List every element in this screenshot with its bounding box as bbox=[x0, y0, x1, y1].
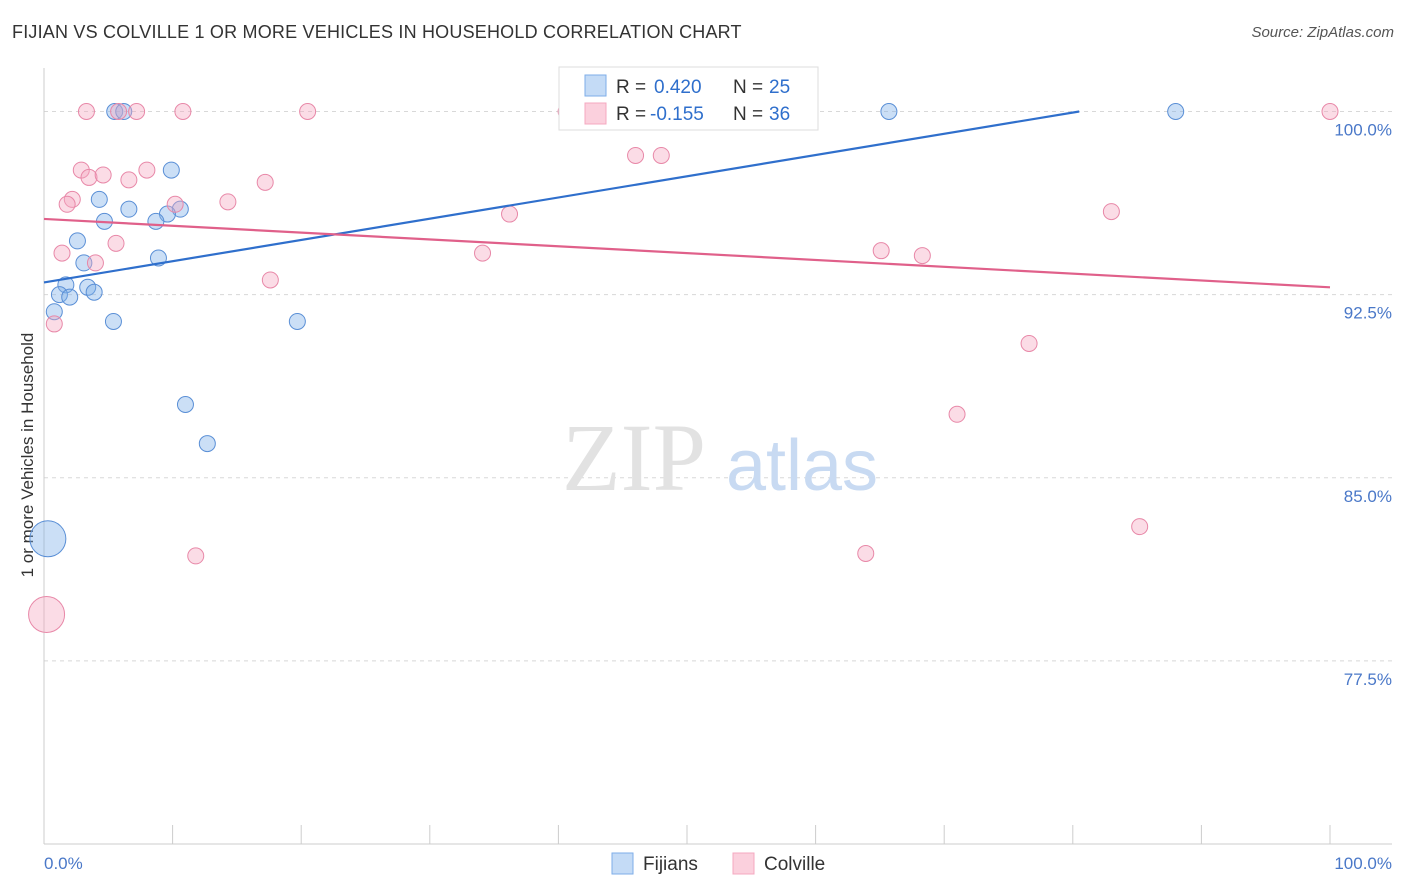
colville-point-23 bbox=[872, 242, 890, 260]
bottom-legend-label-colville: Colville bbox=[764, 854, 825, 875]
data-points bbox=[28, 103, 1339, 633]
fijians-point-24 bbox=[29, 520, 67, 558]
watermark: ZIP atlas bbox=[562, 404, 878, 511]
colville-point-26 bbox=[261, 271, 279, 289]
colville-point-28 bbox=[1020, 334, 1038, 352]
y-tick-label-2: 85.0% bbox=[1344, 487, 1392, 506]
colville-point-35 bbox=[77, 103, 95, 121]
legend-n-value-fijians: 25 bbox=[769, 77, 790, 98]
legend-r-label-colville: R = bbox=[616, 104, 646, 125]
legend-swatch-fijians bbox=[584, 74, 607, 97]
colville-point-30 bbox=[1131, 518, 1149, 536]
fijians-point-1 bbox=[115, 103, 133, 121]
colville-point-11 bbox=[94, 166, 112, 184]
fijians-point-21 bbox=[288, 312, 306, 330]
colville-point-14 bbox=[63, 190, 81, 208]
stats-legend: R = 0.420 N = 25 R = -0.155 N = 36 bbox=[558, 66, 819, 131]
fijians-point-17 bbox=[61, 288, 79, 306]
watermark-atlas: atlas bbox=[726, 426, 878, 506]
axes bbox=[43, 68, 1392, 845]
grid-lines bbox=[44, 111, 1392, 662]
y-tick-labels: 100.0% 92.5% 85.0% 77.5% bbox=[1334, 121, 1392, 689]
colville-point-34 bbox=[299, 103, 317, 121]
fijians-point-18 bbox=[85, 283, 103, 301]
y-axis-title: 1 or more Vehicles in Household bbox=[18, 333, 37, 578]
fijians-point-3 bbox=[1167, 103, 1185, 121]
y-tick-label-1: 92.5% bbox=[1344, 304, 1392, 323]
x-tick-labels: 0.0% 100.0% bbox=[44, 854, 1392, 873]
colville-point-15 bbox=[58, 195, 76, 213]
colville-point-31 bbox=[857, 544, 875, 562]
colville-point-21 bbox=[53, 244, 71, 262]
colville-point-9 bbox=[138, 161, 156, 179]
trend-lines bbox=[43, 110, 1331, 289]
fijians-point-5 bbox=[90, 190, 108, 208]
legend-r-value-colville: -0.155 bbox=[650, 104, 704, 125]
fijians-point-13 bbox=[75, 254, 93, 272]
colville-point-2 bbox=[174, 103, 192, 121]
colville-point-16 bbox=[166, 195, 184, 213]
colville-point-27 bbox=[45, 315, 63, 333]
fijians-point-10 bbox=[147, 212, 165, 230]
fijians-point-0 bbox=[106, 103, 124, 121]
colville-point-29 bbox=[948, 405, 966, 423]
colville-point-5 bbox=[1321, 103, 1339, 121]
legend-n-label-colville: N = bbox=[733, 104, 763, 125]
colville-trend-line bbox=[43, 217, 1331, 289]
x-tick-label-min: 0.0% bbox=[44, 854, 83, 873]
legend-r-label-fijians: R = bbox=[616, 77, 646, 98]
colville-point-6 bbox=[627, 146, 645, 164]
series-legend: Fijians Colville bbox=[611, 852, 825, 875]
legend-swatch-colville bbox=[584, 102, 607, 125]
bottom-legend-label-fijians: Fijians bbox=[643, 854, 698, 875]
colville-point-1 bbox=[128, 103, 146, 121]
colville-point-22 bbox=[474, 244, 492, 262]
colville-point-18 bbox=[501, 205, 519, 223]
legend-r-value-fijians: 0.420 bbox=[654, 77, 702, 98]
chart-title: FIJIAN VS COLVILLE 1 OR MORE VEHICLES IN… bbox=[12, 22, 742, 42]
legend-n-label-fijians: N = bbox=[733, 77, 763, 98]
colville-point-24 bbox=[913, 247, 931, 265]
watermark-zip: ZIP bbox=[562, 404, 706, 511]
fijians-point-19 bbox=[45, 303, 63, 321]
fijians-point-23 bbox=[198, 435, 216, 453]
bottom-legend-swatch-colville bbox=[732, 852, 755, 875]
fijians-point-16 bbox=[50, 286, 68, 304]
fijians-point-22 bbox=[176, 396, 194, 414]
fijians-point-4 bbox=[162, 161, 180, 179]
colville-point-13 bbox=[256, 173, 274, 191]
colville-point-12 bbox=[120, 171, 138, 189]
y-tick-label-3: 77.5% bbox=[1344, 670, 1392, 689]
source-label: Source: ZipAtlas.com bbox=[1251, 24, 1394, 41]
fijians-point-2 bbox=[880, 103, 898, 121]
colville-point-0 bbox=[110, 103, 128, 121]
fijians-point-20 bbox=[104, 312, 122, 330]
legend-n-value-colville: 36 bbox=[769, 104, 790, 125]
colville-point-20 bbox=[107, 234, 125, 252]
colville-point-25 bbox=[86, 254, 104, 272]
colville-point-7 bbox=[652, 146, 670, 164]
bottom-legend-swatch-fijians bbox=[611, 852, 634, 875]
colville-point-10 bbox=[80, 168, 98, 186]
colville-point-32 bbox=[187, 547, 205, 565]
x-tick-label-max: 100.0% bbox=[1334, 854, 1392, 873]
fijians-point-6 bbox=[120, 200, 138, 218]
fijians-point-7 bbox=[171, 200, 189, 218]
fijians-trend-line bbox=[43, 110, 1080, 284]
colville-point-33 bbox=[28, 595, 66, 633]
y-tick-label-0: 100.0% bbox=[1334, 121, 1392, 140]
colville-point-19 bbox=[1102, 203, 1120, 221]
colville-point-17 bbox=[219, 193, 237, 211]
fijians-point-11 bbox=[68, 232, 86, 250]
